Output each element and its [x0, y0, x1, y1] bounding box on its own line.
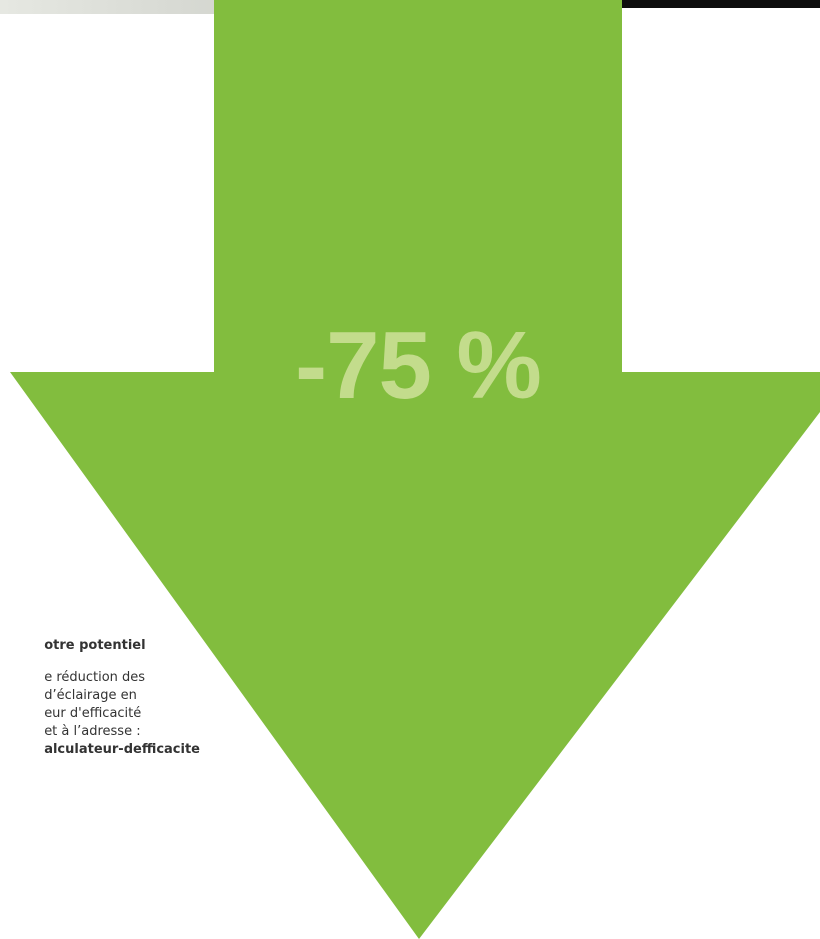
side-text-line: et à l’adresse : — [44, 724, 141, 739]
calculator-link[interactable]: alculateur-defficacite — [44, 742, 200, 757]
side-text-block: otre potentiel e réduction des d’éclaira… — [0, 630, 210, 830]
side-text-heading: otre potentiel — [44, 638, 146, 653]
side-text-line: d’éclairage en — [44, 688, 137, 703]
side-text-line: e réduction des — [44, 670, 146, 685]
down-arrow-shape — [10, 0, 820, 939]
side-text-line: eur d'efficacité — [44, 706, 142, 721]
top-dark-strip — [622, 0, 820, 8]
reduction-percent: -75 % — [295, 312, 542, 419]
